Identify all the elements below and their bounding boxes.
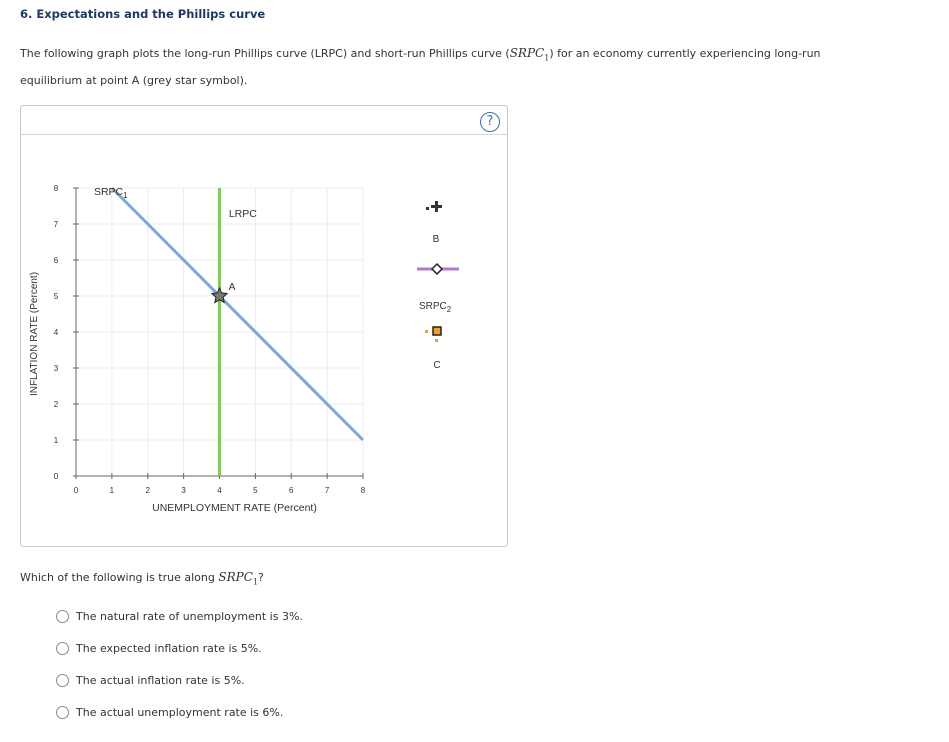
srpc2-label-sub: 2 (447, 305, 452, 314)
y-tick-label: 2 (54, 400, 59, 409)
intro-math-main: SRPC (509, 46, 545, 60)
question-math-sub: 1 (252, 577, 258, 587)
y-axis-label: INFLATION RATE (Percent) (29, 272, 40, 396)
points (210, 286, 229, 304)
question-math-main: SRPC (218, 570, 253, 584)
y-tick-label: 7 (54, 220, 59, 229)
square-icon (432, 326, 442, 336)
srpc2-line-tool[interactable]: SRPC2 (417, 262, 459, 314)
srpc1-label-sub: 1 (123, 191, 128, 200)
x-tick-label: 4 (217, 486, 222, 495)
phillips-curve-graph: 0 0 1 1 2 2 3 3 4 4 5 5 6 6 7 7 8 8 UNEMPLOYMENT RATE (Pe… (29, 184, 459, 514)
x-tick-label: 1 (110, 486, 115, 495)
srpc2-line-tool-label: SRPC2 (419, 301, 452, 314)
diamond-icon (430, 262, 444, 276)
y-tick-label: 6 (54, 256, 59, 265)
tick-labels: 0 0 1 1 2 2 3 3 4 4 5 5 6 6 7 7 8 8 (54, 184, 366, 495)
point-b-tool-dot (426, 207, 429, 210)
answer-option-label: The actual unemployment rate is 6%. (76, 706, 284, 719)
y-tick-label: 5 (54, 292, 59, 301)
radio-button[interactable] (56, 706, 69, 719)
cross-icon (431, 201, 442, 212)
point-a-label: A (229, 281, 236, 293)
point-b-tool[interactable]: B (426, 201, 442, 245)
star-icon (210, 286, 229, 304)
x-tick-label: 6 (289, 486, 294, 495)
y-tick-label: 4 (54, 328, 59, 337)
srpc2-label-main: SRPC (419, 301, 447, 312)
answer-option-label: The natural rate of unemployment is 3%. (76, 610, 303, 623)
radio-button[interactable] (56, 674, 69, 687)
answer-option-2[interactable]: The expected inflation rate is 5%. (56, 642, 262, 655)
x-tick-label: 3 (181, 486, 186, 495)
graph-panel: ? 0 0 1 1 2 2 3 3 4 4 5 5 6 6 7 7 8 8 UNEMPLOYMENT RATE (… (20, 105, 508, 547)
y-tick-label: 8 (54, 184, 59, 193)
question-math-srpc1: SRPC1 (218, 570, 258, 587)
question-text-start: Which of the following is true along (20, 571, 219, 584)
radio-button[interactable] (56, 642, 69, 655)
intro-text-start: The following graph plots the long-run P… (20, 47, 510, 60)
intro-text-end: ) for an economy currently experiencing … (20, 47, 821, 88)
radio-button[interactable] (56, 610, 69, 623)
x-tick-label: 0 (74, 486, 79, 495)
drawing-palette: B SRPC2 C (417, 201, 459, 371)
x-axis-label: UNEMPLOYMENT RATE (Percent) (152, 502, 317, 514)
curves (110, 186, 365, 476)
question-text: Which of the following is true along SRP… (20, 570, 264, 586)
answer-option-1[interactable]: The natural rate of unemployment is 3%. (56, 610, 303, 623)
point-c-tool-dot-2 (435, 339, 438, 342)
point-c-tool-label: C (433, 360, 440, 371)
graph-panel-header (21, 106, 507, 135)
srpc1-curve (110, 186, 365, 442)
point-c-tool-dot (425, 330, 428, 333)
curve-labels: SRPC1 LRPC A (94, 186, 257, 293)
x-tick-label: 7 (325, 486, 330, 495)
x-tick-label: 2 (146, 486, 151, 495)
page-title: 6. Expectations and the Phillips curve (20, 7, 266, 21)
answer-option-label: The expected inflation rate is 5%. (76, 642, 262, 655)
y-tick-label: 1 (54, 436, 59, 445)
help-icon[interactable]: ? (480, 112, 500, 132)
intro-math-sub: 1 (544, 53, 550, 63)
question-text-end: ? (257, 571, 264, 584)
point-c-tool[interactable]: C (425, 326, 442, 371)
intro-math-srpc1: SRPC1 (509, 46, 550, 63)
intro-text: The following graph plots the long-run P… (20, 42, 880, 92)
answer-option-3[interactable]: The actual inflation rate is 5%. (56, 674, 245, 687)
x-tick-label: 8 (361, 486, 366, 495)
x-tick-label: 5 (253, 486, 258, 495)
point-b-tool-label: B (433, 234, 440, 245)
y-tick-label: 3 (54, 364, 59, 373)
y-tick-label: 0 (54, 472, 59, 481)
srpc1-label-main: SRPC (94, 186, 124, 198)
srpc1-label: SRPC1 (94, 186, 128, 200)
lrpc-label: LRPC (229, 208, 257, 220)
answer-option-label: The actual inflation rate is 5%. (76, 674, 245, 687)
answer-option-4[interactable]: The actual unemployment rate is 6%. (56, 706, 283, 719)
